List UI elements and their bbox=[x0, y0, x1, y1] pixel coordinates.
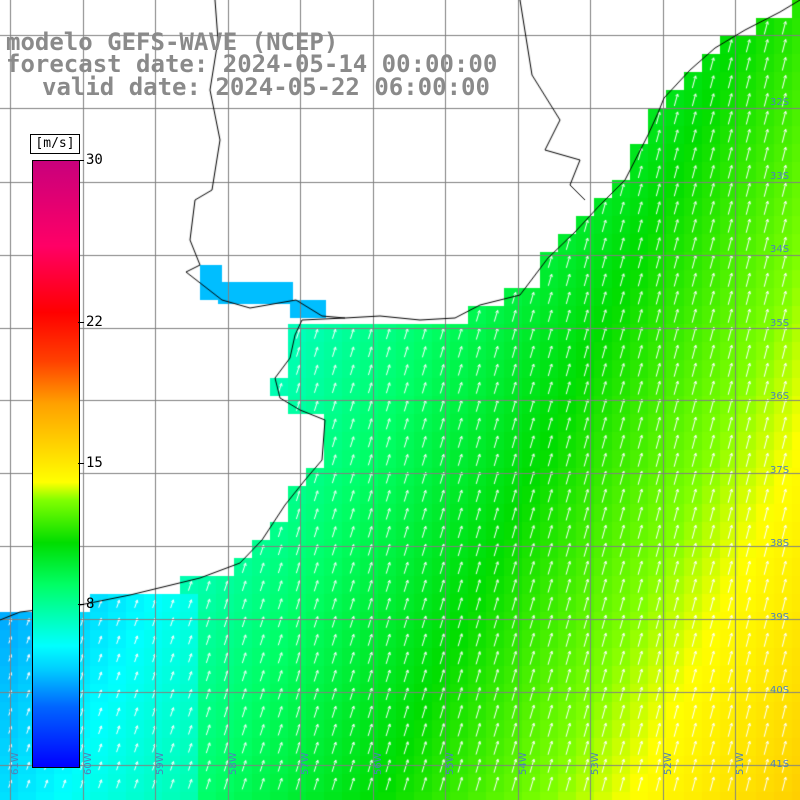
colorbar-tick-mark bbox=[78, 321, 84, 323]
latitude-label: 37S bbox=[770, 464, 790, 476]
latitude-label: 36S bbox=[770, 391, 790, 402]
colorbar-tick-label: 15 bbox=[86, 455, 103, 471]
colorbar-tick-label: 22 bbox=[86, 313, 103, 330]
latitude-label: 35S bbox=[770, 317, 790, 329]
longitude-label: 56W bbox=[372, 752, 384, 775]
latitude-label: 33S bbox=[770, 170, 790, 182]
colorbar-tick-mark bbox=[78, 160, 84, 161]
longitude-label: 57W bbox=[300, 752, 311, 775]
longitude-label: 55W bbox=[445, 752, 456, 775]
latitude-label: 39S bbox=[770, 611, 790, 623]
longitude-label: 60W bbox=[82, 752, 94, 775]
longitude-label: 59W bbox=[155, 752, 166, 775]
latitude-label: 32S bbox=[770, 97, 790, 108]
latitude-label: 41S bbox=[770, 758, 790, 770]
colorbar-tick-mark bbox=[78, 463, 84, 464]
longitude-label: 51W bbox=[735, 752, 746, 775]
colorbar-tick-mark bbox=[78, 604, 84, 606]
colorbar-tick-label: 30 bbox=[86, 152, 103, 168]
longitude-label: 58W bbox=[227, 752, 239, 775]
longitude-label: 54W bbox=[517, 752, 529, 775]
latitude-label: 40S bbox=[770, 685, 790, 696]
latitude-label: 38S bbox=[770, 538, 790, 549]
colorbar bbox=[32, 160, 80, 768]
colorbar-unit: [m/s] bbox=[30, 134, 80, 154]
longitude-label: 52W bbox=[662, 752, 674, 775]
forecast-date: forecast date: 2024-05-14 00:00:00 bbox=[6, 50, 498, 78]
longitude-label: 53W bbox=[590, 752, 601, 775]
longitude-label: 61W bbox=[10, 752, 21, 775]
latitude-label: 34S bbox=[770, 244, 790, 255]
valid-date: valid date: 2024-05-22 06:00:00 bbox=[42, 73, 490, 101]
colorbar-tick-label: 8 bbox=[86, 596, 95, 613]
model-title: modelo GEFS-WAVE (NCEP) bbox=[6, 28, 339, 56]
